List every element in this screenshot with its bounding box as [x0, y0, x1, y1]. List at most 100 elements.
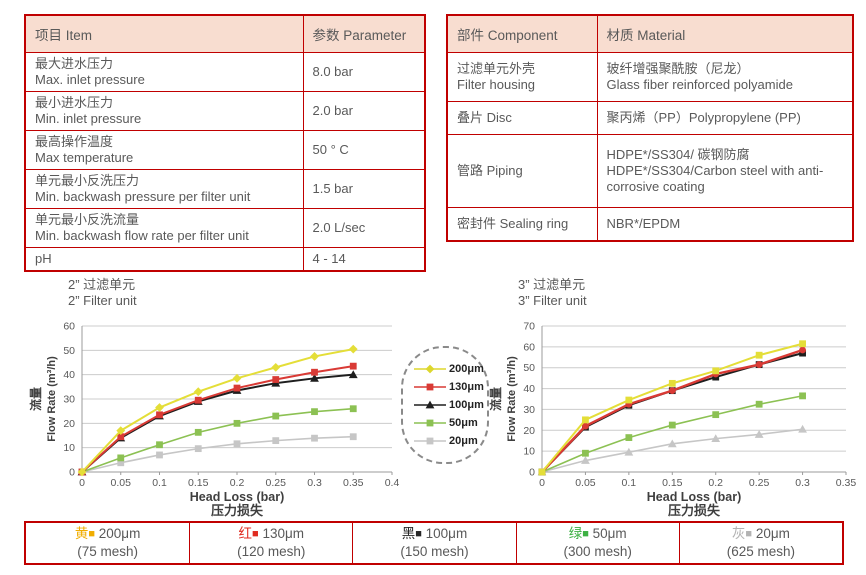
material-cn: 聚丙烯（PP）Polypropylene (PP)	[606, 110, 801, 125]
material-cn: HDPE*/SS304/ 碳钢防腐	[606, 147, 750, 162]
color-name: 黄	[74, 526, 89, 541]
item-en: Min. inlet pressure	[35, 111, 142, 126]
legend-item-50um: 50μm	[414, 416, 487, 431]
material-cn: 玻纤增强聚酰胺（尼龙）	[606, 61, 750, 76]
svg-text:0.3: 0.3	[307, 477, 322, 489]
mesh-size: 20μm	[752, 526, 790, 541]
svg-text:0.05: 0.05	[575, 477, 596, 489]
item-en: Max. inlet pressure	[35, 72, 145, 87]
spec-table: 项目 Item 参数 Parameter 最大进水压力 Max. inlet pr…	[24, 14, 426, 272]
item-en: Min. backwash pressure per filter unit	[35, 189, 251, 204]
mesh-cell-200um: 黄■ 200μm (75 mesh)	[26, 523, 189, 563]
legend-label: 130μm	[449, 381, 484, 393]
spec-header-row: 项目 Item 参数 Parameter	[24, 14, 426, 53]
color-name: 红	[238, 526, 253, 541]
parameter-value: 4 - 14	[302, 247, 426, 272]
parameter-value: 8.0 bar	[302, 52, 426, 92]
svg-text:30: 30	[63, 394, 75, 406]
mesh-cell-20um: 灰■ 20μm (625 mesh)	[678, 523, 842, 563]
legend-marker-50um-icon	[414, 418, 446, 428]
color-name: 灰	[731, 526, 746, 541]
mesh-size: 130μm	[258, 526, 305, 541]
svg-text:0.4: 0.4	[385, 477, 400, 489]
parameter-value: 1.5 bar	[302, 169, 426, 209]
svg-text:压力损失: 压力损失	[211, 503, 264, 518]
material-en: HDPE*/SS304/Carbon steel with anti-corro…	[606, 163, 824, 194]
material-table: 部件 Component 材质 Material 过滤单元外壳 Filter ho…	[446, 14, 854, 242]
table-row: pH 4 - 14	[24, 247, 426, 272]
mesh-cell-100um: 黑■ 100μm (150 mesh)	[352, 523, 515, 563]
chart-title-2inch: 2” 过滤单元 2” Filter unit	[68, 277, 137, 309]
chart-title-3inch: 3” 过滤单元 3” Filter unit	[518, 277, 587, 309]
table-row: 最大进水压力 Max. inlet pressure 8.0 bar	[24, 52, 426, 92]
svg-text:0: 0	[529, 467, 535, 479]
mesh-size: 100μm	[421, 526, 468, 541]
legend-item-130um: 130μm	[414, 380, 487, 395]
svg-text:0.25: 0.25	[749, 477, 770, 489]
svg-text:0.1: 0.1	[622, 477, 637, 489]
svg-text:0.2: 0.2	[708, 477, 723, 489]
svg-text:40: 40	[523, 383, 535, 395]
svg-text:0: 0	[69, 467, 75, 479]
item-cn: 最小进水压力	[35, 95, 114, 110]
legend-marker-130um-icon	[414, 382, 446, 392]
component-cn: 叠片 Disc	[457, 110, 512, 125]
color-name: 黑	[401, 526, 416, 541]
color-swatch-icon: ■	[252, 528, 259, 540]
chart-legend: 200μm 130μm 100μm 50μm 20μm	[401, 346, 489, 464]
parameter-value: 2.0 L/sec	[302, 208, 426, 248]
svg-text:0.1: 0.1	[152, 477, 167, 489]
color-swatch-icon: ■	[415, 528, 422, 540]
item-cn: 单元最小反洗压力	[35, 173, 140, 188]
svg-text:0.35: 0.35	[836, 477, 857, 489]
svg-text:20: 20	[63, 418, 75, 430]
material-header-row: 部件 Component 材质 Material	[446, 14, 854, 53]
mesh-count: (150 mesh)	[400, 544, 469, 559]
mesh-cell-130um: 红■ 130μm (120 mesh)	[189, 523, 352, 563]
svg-text:0: 0	[539, 477, 545, 489]
item-cn: 最高操作温度	[35, 134, 114, 149]
svg-text:30: 30	[523, 404, 535, 416]
color-swatch-icon: ■	[582, 528, 589, 540]
mesh-count: (300 mesh)	[563, 544, 632, 559]
mesh-count: (625 mesh)	[726, 544, 796, 559]
table-row: 过滤单元外壳 Filter housing 玻纤增强聚酰胺（尼龙） Glass fi…	[446, 52, 854, 102]
item-en: Min. backwash flow rate per filter unit	[35, 228, 249, 243]
table-row: 最高操作温度 Max temperature 50 ° C	[24, 130, 426, 170]
svg-text:40: 40	[63, 369, 75, 381]
legend-label: 20μm	[449, 435, 478, 447]
svg-text:流量: 流量	[28, 387, 43, 411]
svg-text:0.35: 0.35	[343, 477, 364, 489]
material-cn: NBR*/EPDM	[606, 216, 681, 231]
component-cn: 管路 Piping	[457, 163, 523, 178]
legend-marker-20um-icon	[414, 436, 446, 446]
svg-text:0.05: 0.05	[111, 477, 132, 489]
chart-title-en: 2” Filter unit	[68, 293, 137, 308]
svg-text:Flow Rate (m³/h): Flow Rate (m³/h)	[46, 356, 58, 442]
mesh-size-table: 黄■ 200μm (75 mesh) 红■ 130μm (120 mesh) 黑…	[24, 521, 844, 565]
svg-text:10: 10	[63, 442, 75, 454]
svg-text:Head Loss (bar): Head Loss (bar)	[190, 490, 284, 504]
svg-text:0.25: 0.25	[266, 477, 287, 489]
legend-item-200um: 200μm	[414, 362, 487, 377]
legend-item-100um: 100μm	[414, 398, 487, 413]
svg-text:50: 50	[523, 362, 535, 374]
mesh-size: 200μm	[95, 526, 141, 541]
svg-text:0.15: 0.15	[662, 477, 683, 489]
mesh-size: 50μm	[588, 526, 627, 541]
svg-text:0: 0	[79, 477, 85, 489]
legend-item-20um: 20μm	[414, 434, 487, 449]
flow-rate-chart-3inch: 0 10 20 30 40 50 60 70 0 0.05 0.1 0.15 0.2 0.25 0.3 0.3…	[488, 321, 857, 519]
legend-marker-100um-icon	[414, 400, 446, 410]
flow-rate-chart-2inch: 0 10 20 30 40 50 60 0 0.05 0.1 0.15 0.2 0.25 0.3 0.35 0…	[28, 321, 400, 519]
item-cn: pH	[35, 251, 52, 266]
svg-text:10: 10	[523, 446, 535, 458]
material-header-material: 材质 Material	[596, 14, 854, 53]
svg-text:20: 20	[523, 425, 535, 437]
svg-text:60: 60	[63, 321, 75, 333]
parameter-value: 50 ° C	[302, 130, 426, 170]
component-cn: 密封件 Sealing ring	[457, 216, 569, 231]
table-row: 密封件 Sealing ring NBR*/EPDM	[446, 207, 854, 242]
svg-text:0.2: 0.2	[230, 477, 245, 489]
mesh-cell-50um: 绿■ 50μm (300 mesh)	[515, 523, 679, 563]
